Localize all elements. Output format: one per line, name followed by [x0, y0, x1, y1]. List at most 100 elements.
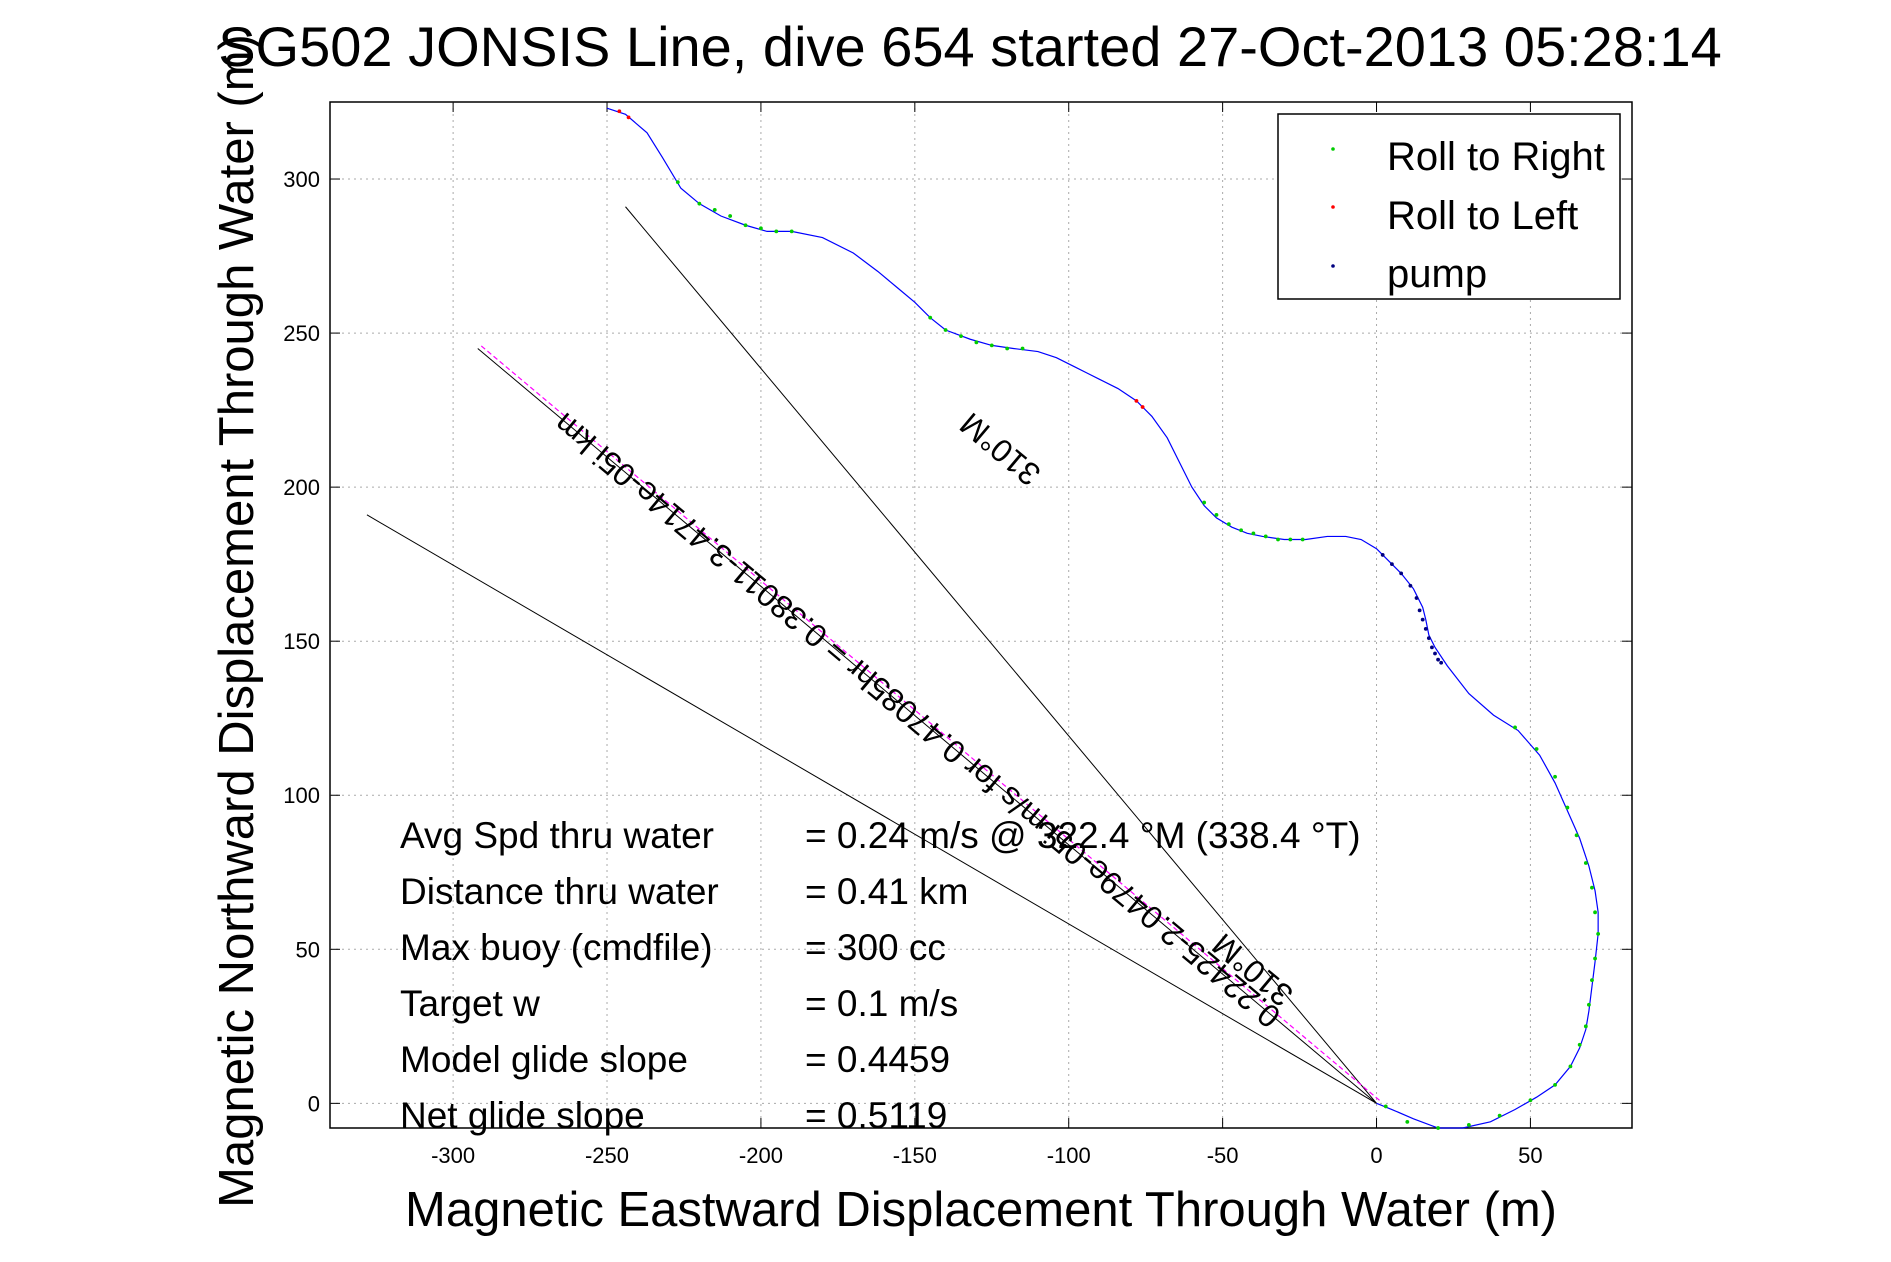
y-tick-label: 50: [296, 937, 320, 962]
grid-lines: [330, 102, 1632, 1128]
annotation-value: = 0.5119: [805, 1095, 947, 1136]
roll-right-point: [675, 180, 680, 185]
roll-right-point: [759, 226, 763, 231]
roll-right-point: [928, 315, 933, 320]
annotation-label: Target w: [400, 983, 540, 1024]
roll-right-point: [959, 334, 963, 339]
y-axis-ticks: 0 50 100 150 200 250 300: [283, 167, 1632, 1116]
legend-box: [1277, 113, 1621, 300]
roll-right-point: [1288, 537, 1293, 542]
roll-right-point: [743, 223, 748, 228]
legend-marker-roll-left: [1331, 205, 1335, 209]
roll-right-point: [1226, 522, 1231, 527]
roll-right-point: [974, 340, 979, 345]
pump-point: [1420, 617, 1425, 622]
roll-left-point: [626, 115, 631, 120]
reference-lines: [366, 206, 1380, 1104]
x-tick-label: -200: [739, 1143, 783, 1168]
chart-title: SG502 JONSIS Line, dive 654 started 27-O…: [218, 15, 1722, 78]
annotation-value: = 0.1 m/s: [805, 983, 958, 1024]
marker-points: [617, 109, 1601, 1130]
roll-left-point: [617, 109, 622, 114]
x-axis-ticks: -300 -250 -200 -150 -100 -50 0 50: [431, 102, 1543, 1168]
roll-right-point: [1263, 534, 1268, 539]
pump-point: [1426, 636, 1431, 641]
annotation-value: = 0.41 km: [805, 871, 969, 912]
reference-line: [625, 206, 1377, 1104]
pump-point: [1380, 553, 1385, 557]
roll-right-point: [1587, 1002, 1591, 1007]
annotation-value: = 0.24 m/s @ 322.4 °M (338.4 °T): [805, 815, 1361, 856]
roll-right-point: [943, 328, 948, 332]
legend: Roll to Right Roll to Left pump: [1277, 113, 1621, 300]
y-axis-label: Magnetic Northward Displacement Through …: [210, 34, 264, 1208]
roll-right-point: [1466, 1123, 1471, 1127]
roll-right-point: [1574, 833, 1579, 838]
x-tick-label: 0: [1370, 1143, 1382, 1168]
roll-right-point: [1593, 910, 1597, 915]
roll-right-point: [1214, 512, 1219, 517]
pump-point: [1414, 596, 1419, 600]
pump-point: [1439, 660, 1444, 665]
roll-right-point: [1202, 500, 1207, 505]
x-tick-label: -300: [431, 1143, 475, 1168]
roll-right-point: [697, 201, 702, 206]
annotation-label: Max buoy (cmdfile): [400, 927, 713, 968]
y-tick-label: 250: [283, 321, 320, 346]
roll-right-point: [1534, 747, 1539, 751]
annotation-label: Distance thru water: [400, 871, 719, 912]
heading-line: [480, 345, 1380, 1101]
roll-right-point: [1497, 1113, 1502, 1118]
roll-right-point: [1565, 805, 1570, 810]
pump-point: [1433, 651, 1437, 656]
x-tick-label: -50: [1207, 1143, 1239, 1168]
pump-point: [1399, 571, 1404, 576]
roll-right-point: [1590, 885, 1594, 890]
roll-right-point: [1436, 1126, 1440, 1130]
pump-point: [1408, 583, 1413, 588]
y-tick-label: 0: [308, 1091, 320, 1116]
x-tick-label: -250: [585, 1143, 629, 1168]
roll-right-point: [789, 229, 794, 234]
legend-marker-pump: [1331, 264, 1335, 268]
roll-right-point: [1583, 1024, 1588, 1029]
roll-right-point: [1593, 956, 1597, 961]
annotation-label: Net glide slope: [400, 1095, 645, 1136]
annotation-value: = 300 cc: [805, 927, 946, 968]
y-tick-label: 300: [283, 167, 320, 192]
roll-right-point: [1568, 1064, 1573, 1069]
pump-point: [1390, 562, 1394, 567]
x-tick-label: -100: [1047, 1143, 1091, 1168]
x-axis-label: Magnetic Eastward Displacement Through W…: [405, 1183, 1557, 1237]
roll-left-point: [1134, 398, 1139, 403]
roll-right-point: [1596, 931, 1601, 936]
legend-label-roll-left: Roll to Left: [1387, 194, 1578, 238]
reference-line: [366, 514, 1377, 1104]
legend-marker-roll-right: [1331, 147, 1335, 151]
roll-right-point: [1239, 528, 1243, 533]
roll-right-point: [1577, 1042, 1582, 1047]
roll-right-point: [1590, 978, 1594, 983]
roll-right-point: [712, 207, 717, 212]
y-tick-label: 200: [283, 475, 320, 500]
roll-right-point: [1405, 1119, 1410, 1124]
annotation-label: Model glide slope: [400, 1039, 688, 1080]
annotation-label: Avg Spd thru water: [400, 815, 714, 856]
track-series: [606, 107, 1599, 1129]
roll-right-point: [728, 214, 733, 218]
roll-right-point: [1583, 861, 1588, 865]
y-tick-label: 150: [283, 629, 320, 654]
pump-point: [1436, 657, 1440, 662]
roll-right-point: [1276, 537, 1280, 542]
track-line: [606, 107, 1599, 1129]
roll-right-point: [1383, 1104, 1388, 1109]
roll-right-point: [1553, 774, 1557, 779]
roll-left-point: [1140, 405, 1145, 409]
annotation-value: = 0.4459: [805, 1039, 950, 1080]
reference-line: [477, 348, 1377, 1104]
y-tick-label: 100: [283, 783, 320, 808]
pump-point: [1417, 608, 1422, 613]
roll-right-point: [1513, 725, 1517, 730]
legend-label-roll-right: Roll to Right: [1387, 135, 1605, 179]
